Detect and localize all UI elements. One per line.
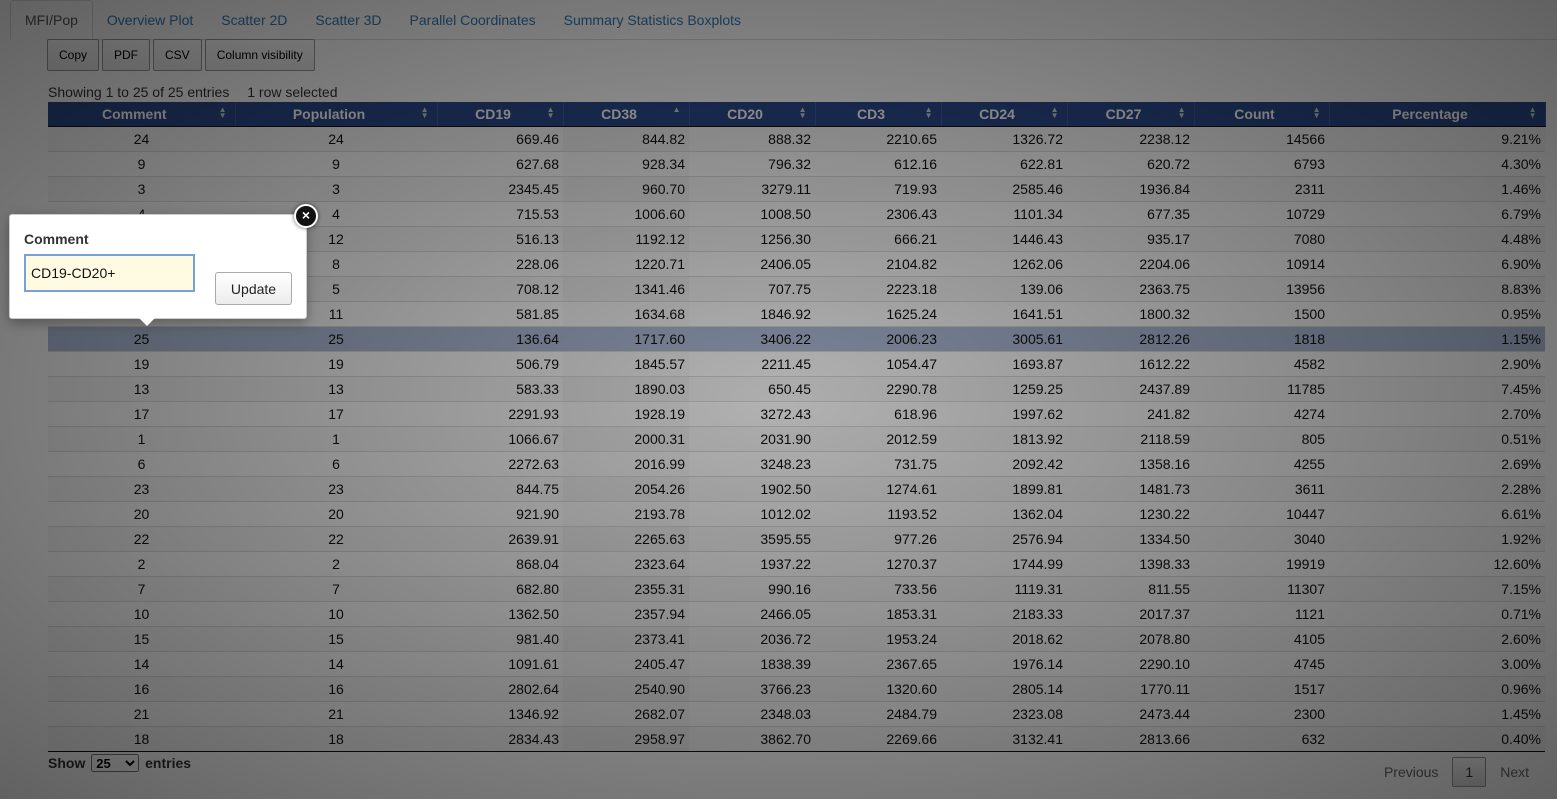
close-icon[interactable]: × [294, 204, 318, 228]
comment-edit-popover: Comment Update [9, 214, 307, 326]
comment-input[interactable] [24, 254, 195, 292]
update-button[interactable]: Update [215, 272, 292, 305]
comment-label: Comment [24, 231, 89, 247]
